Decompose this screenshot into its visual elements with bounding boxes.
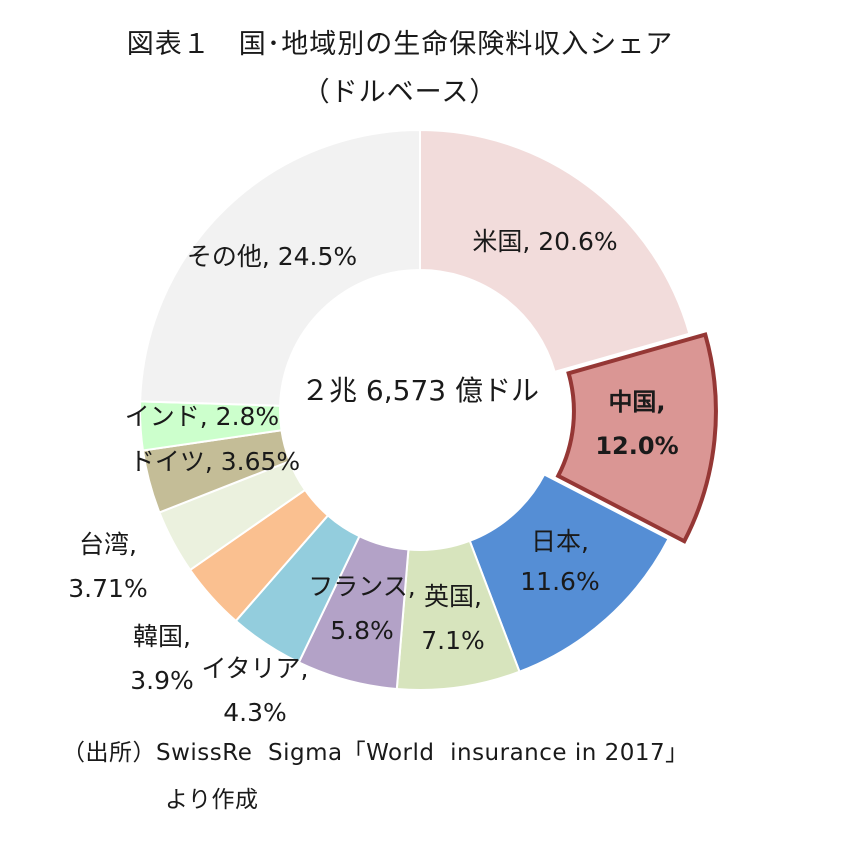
slice-label-イタリア: イタリア, 4.3% [202, 654, 309, 727]
source-note-continued: より作成 [165, 787, 259, 813]
slice-その他 [139, 128, 421, 407]
slice-label-ドイツ: ドイツ, 3.65% [130, 447, 300, 476]
slice-label-その他: その他, 24.5% [187, 242, 357, 271]
slice-label-英国: 英国, 7.1% [421, 582, 485, 655]
chart-subtitle: （ドルベース） [302, 77, 498, 108]
slice-label-日本: 日本, 11.6% [520, 527, 599, 596]
slice-label-台湾: 台湾, 3.71% [68, 530, 147, 603]
chart-title: 図表１ 国･地域別の生命保険料収入シェア [126, 29, 674, 60]
slice-label-韓国: 韓国, 3.9% [130, 622, 194, 695]
slice-label-フランス: フランス, 5.8% [308, 572, 415, 645]
slice-label-米国: 米国, 20.6% [472, 227, 617, 256]
center-total-label: ２兆 6,573 億ドル [301, 374, 539, 407]
slice-米国 [419, 128, 691, 374]
slice-label-インド: インド, 2.8% [125, 402, 279, 431]
slice-label-中国: 中国, 12.0% [595, 388, 678, 460]
source-note: （出所）SwissRe Sigma「World insurance in 201… [62, 740, 689, 766]
slice-中国 [555, 332, 718, 544]
